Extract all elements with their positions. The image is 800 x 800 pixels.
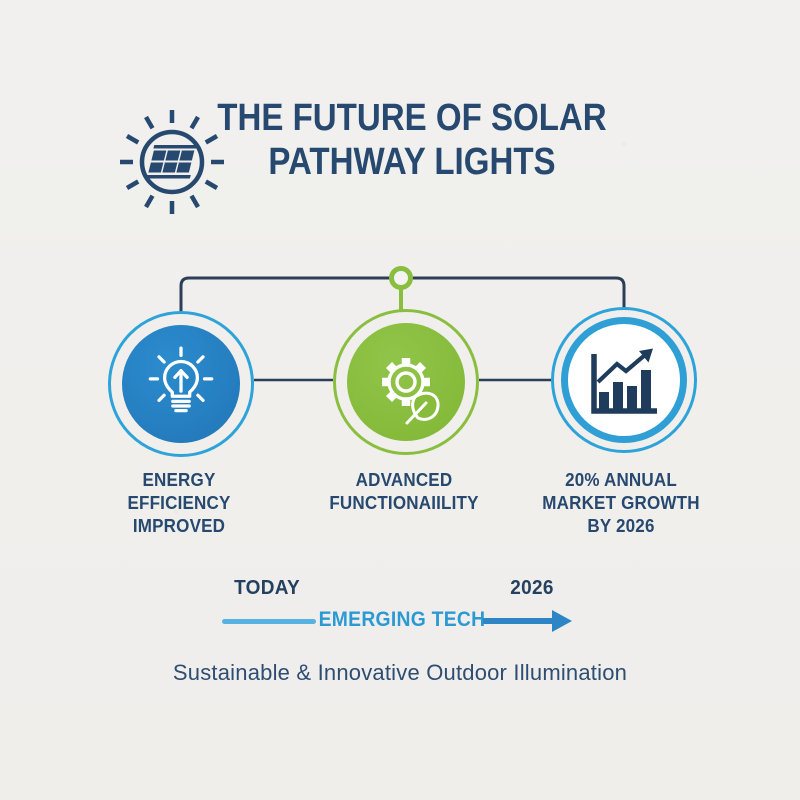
- tagline: Sustainable & Innovative Outdoor Illumin…: [172, 660, 628, 685]
- feature-node-energy: [108, 311, 254, 457]
- growth-circle: [561, 317, 687, 443]
- timeline-line-left: [222, 619, 316, 624]
- gear-leaf-icon: [382, 358, 440, 425]
- feature-label-growth: 20% ANNUAL MARKET GROWTH BY 2026: [542, 469, 700, 536]
- page-title: THE FUTURE OF SOLAR PATHWAY LIGHTS: [217, 97, 607, 183]
- feature-node-functionality: [333, 309, 479, 455]
- leaf-shape: [405, 391, 440, 425]
- feature-label-energy: ENERGY EFFICIENCY IMPROVED: [127, 469, 231, 536]
- energy-circle: [122, 325, 240, 443]
- timeline-arrowhead-icon: [552, 610, 572, 632]
- bar-chart-growth-icon: [591, 348, 657, 414]
- feature-label-functionality: ADVANCED FUNCTIONAIILITY: [329, 469, 479, 513]
- trend-arrowhead: [639, 348, 653, 363]
- green-node-ring: [389, 266, 413, 290]
- timeline-start-label: TODAY: [234, 577, 300, 599]
- chart-bars: [599, 370, 651, 409]
- timeline-center-label: EMERGING TECH: [318, 608, 486, 631]
- lightbulb-up-arrow-icon: [148, 346, 214, 413]
- timeline-end-label: 2026: [510, 577, 554, 599]
- functionality-circle: [347, 323, 465, 441]
- sun-solar-panel-icon: [120, 110, 224, 214]
- solar-panel-grid: [145, 145, 199, 179]
- connector-lines: [179, 266, 626, 382]
- timeline-line-right: [483, 618, 555, 624]
- feature-node-growth: [551, 307, 697, 453]
- sun-circle-outline: [139, 129, 205, 195]
- sun-rays: [120, 110, 224, 214]
